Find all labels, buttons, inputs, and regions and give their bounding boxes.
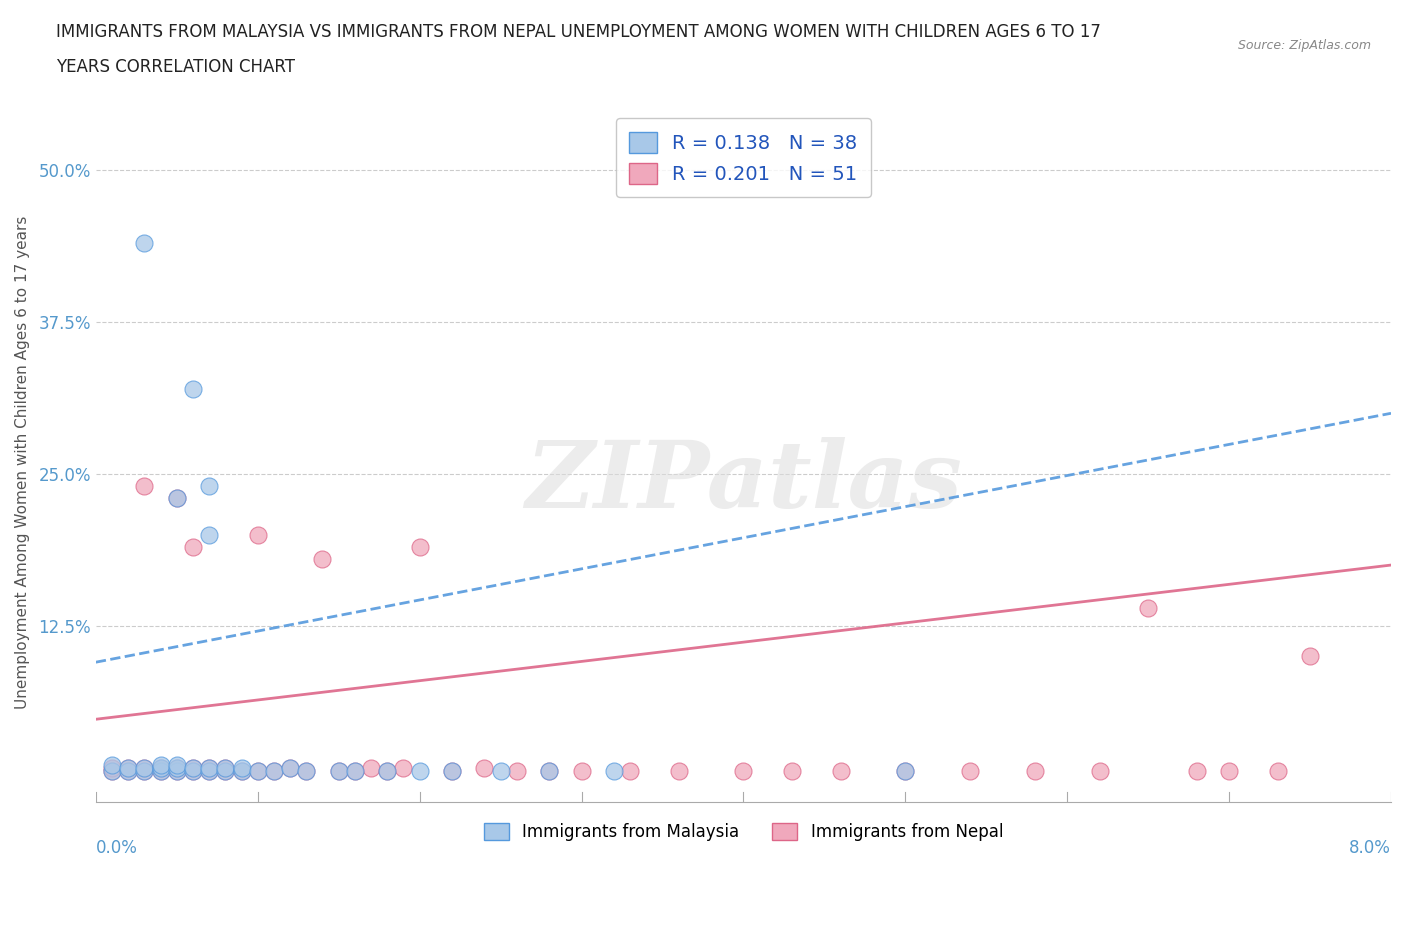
Point — [166, 491, 188, 506]
Point — [214, 761, 236, 776]
Point — [149, 764, 172, 779]
Point — [343, 764, 366, 779]
Point — [506, 764, 529, 779]
Point — [830, 764, 852, 779]
Point — [474, 761, 496, 776]
Point — [198, 764, 221, 779]
Point — [780, 764, 803, 779]
Point — [489, 764, 512, 779]
Point — [149, 764, 172, 779]
Point — [375, 764, 398, 779]
Point — [214, 764, 236, 779]
Point — [571, 764, 593, 779]
Point — [181, 539, 204, 554]
Point — [668, 764, 690, 779]
Text: YEARS CORRELATION CHART: YEARS CORRELATION CHART — [56, 58, 295, 75]
Point — [214, 761, 236, 776]
Point — [149, 761, 172, 776]
Point — [181, 381, 204, 396]
Y-axis label: Unemployment Among Women with Children Ages 6 to 17 years: Unemployment Among Women with Children A… — [15, 215, 30, 709]
Point — [408, 539, 430, 554]
Point — [134, 764, 156, 779]
Point — [263, 764, 285, 779]
Point — [894, 764, 917, 779]
Point — [246, 527, 269, 542]
Point — [392, 761, 415, 776]
Point — [101, 764, 124, 779]
Point — [1088, 764, 1111, 779]
Point — [440, 764, 463, 779]
Point — [181, 764, 204, 779]
Point — [198, 479, 221, 494]
Point — [538, 764, 561, 779]
Text: IMMIGRANTS FROM MALAYSIA VS IMMIGRANTS FROM NEPAL UNEMPLOYMENT AMONG WOMEN WITH : IMMIGRANTS FROM MALAYSIA VS IMMIGRANTS F… — [56, 23, 1101, 41]
Point — [894, 764, 917, 779]
Point — [134, 761, 156, 776]
Point — [1218, 764, 1240, 779]
Point — [117, 764, 139, 779]
Point — [538, 764, 561, 779]
Point — [101, 764, 124, 779]
Point — [181, 761, 204, 776]
Point — [231, 764, 253, 779]
Point — [278, 761, 301, 776]
Point — [1024, 764, 1046, 779]
Point — [181, 764, 204, 779]
Point — [328, 764, 350, 779]
Point — [311, 551, 333, 566]
Point — [603, 764, 626, 779]
Point — [1299, 649, 1322, 664]
Point — [166, 764, 188, 779]
Point — [246, 764, 269, 779]
Point — [295, 764, 318, 779]
Point — [375, 764, 398, 779]
Point — [166, 764, 188, 779]
Point — [263, 764, 285, 779]
Point — [117, 761, 139, 776]
Point — [101, 761, 124, 776]
Point — [360, 761, 382, 776]
Point — [117, 761, 139, 776]
Point — [181, 761, 204, 776]
Text: Source: ZipAtlas.com: Source: ZipAtlas.com — [1237, 39, 1371, 52]
Point — [440, 764, 463, 779]
Point — [619, 764, 641, 779]
Point — [101, 758, 124, 773]
Point — [328, 764, 350, 779]
Point — [166, 758, 188, 773]
Point — [1267, 764, 1289, 779]
Point — [733, 764, 755, 779]
Point — [117, 764, 139, 779]
Point — [134, 761, 156, 776]
Point — [198, 764, 221, 779]
Point — [214, 764, 236, 779]
Point — [166, 761, 188, 776]
Text: 0.0%: 0.0% — [96, 839, 138, 857]
Point — [149, 758, 172, 773]
Point — [231, 761, 253, 776]
Point — [198, 527, 221, 542]
Point — [166, 491, 188, 506]
Point — [198, 761, 221, 776]
Point — [295, 764, 318, 779]
Point — [246, 764, 269, 779]
Point — [134, 236, 156, 251]
Point — [134, 764, 156, 779]
Point — [134, 479, 156, 494]
Point — [278, 761, 301, 776]
Point — [198, 761, 221, 776]
Point — [408, 764, 430, 779]
Point — [166, 761, 188, 776]
Point — [1137, 600, 1160, 615]
Point — [343, 764, 366, 779]
Point — [1185, 764, 1208, 779]
Point — [231, 764, 253, 779]
Point — [149, 761, 172, 776]
Text: 8.0%: 8.0% — [1350, 839, 1391, 857]
Point — [959, 764, 981, 779]
Legend: R = 0.138   N = 38, R = 0.201   N = 51: R = 0.138 N = 38, R = 0.201 N = 51 — [616, 118, 870, 197]
Text: ZIPatlas: ZIPatlas — [524, 437, 962, 527]
